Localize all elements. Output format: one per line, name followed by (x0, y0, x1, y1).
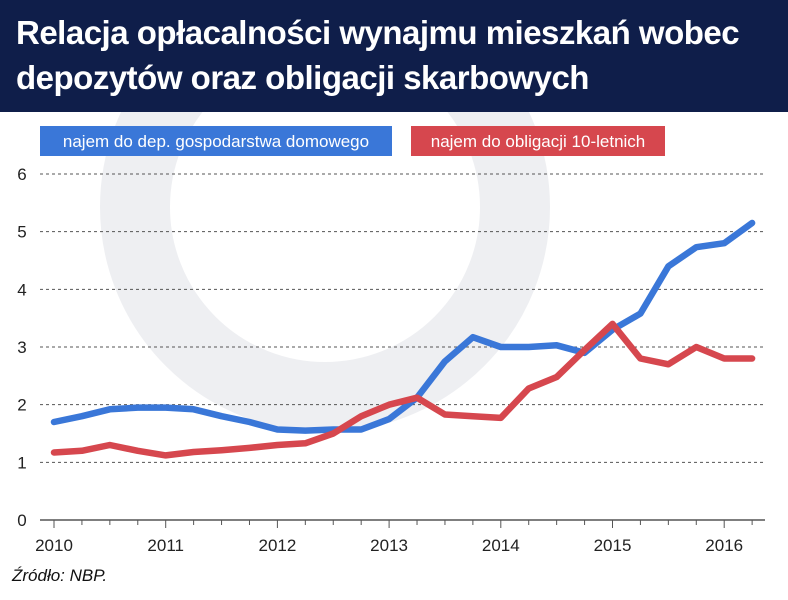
x-tick-label: 2012 (258, 536, 296, 555)
legend-label-deposits: najem do dep. gospodarstwa domowego (63, 132, 369, 151)
chart-title-line-1: Relacja opłacalności wynajmu mieszkań wo… (16, 14, 740, 51)
series-line-bonds (50, 320, 756, 459)
legend-box-deposits (40, 126, 392, 156)
y-axis-ticks: 0 1 2 3 4 5 6 (17, 165, 26, 530)
chart-header: Relacja opłacalności wynajmu mieszkań wo… (0, 0, 788, 112)
y-tick-label: 3 (17, 338, 26, 357)
source-note: Źródło: NBP. (12, 566, 108, 585)
series-line-deposits (50, 219, 756, 434)
chart-title-line-2: depozytów oraz obligacji skarbowych (16, 59, 589, 96)
legend-label-bonds: najem do obligacji 10-letnich (431, 132, 646, 151)
x-tick-label: 2013 (370, 536, 408, 555)
x-tick-label: 2014 (482, 536, 520, 555)
y-tick-label: 4 (17, 280, 26, 299)
x-tick-label: 2010 (35, 536, 73, 555)
y-tick-label: 0 (17, 511, 26, 530)
legend: najem do dep. gospodarstwa domowego najem… (40, 126, 665, 156)
y-tick-label: 1 (17, 453, 26, 472)
y-tick-label: 2 (17, 396, 26, 415)
x-axis: 2010 2011 2012 2013 2014 2015 2016 (35, 519, 765, 555)
chart-title: Relacja opłacalności wynajmu mieszkań wo… (16, 10, 772, 100)
x-tick-label: 2011 (147, 536, 184, 555)
y-tick-label: 6 (17, 165, 26, 184)
x-tick-label: 2015 (594, 536, 632, 555)
y-tick-label: 5 (17, 223, 26, 242)
x-tick-label: 2016 (705, 536, 743, 555)
series-lines (50, 219, 756, 459)
line-chart: 0 1 2 3 4 5 6 2010 2011 2012 2013 2014 2015 2016 naj… (17, 0, 765, 555)
legend-box-bonds (411, 126, 665, 156)
chart-area: 0 1 2 3 4 5 6 2010 2011 2012 2013 2014 2015 2016 naj… (0, 0, 788, 572)
